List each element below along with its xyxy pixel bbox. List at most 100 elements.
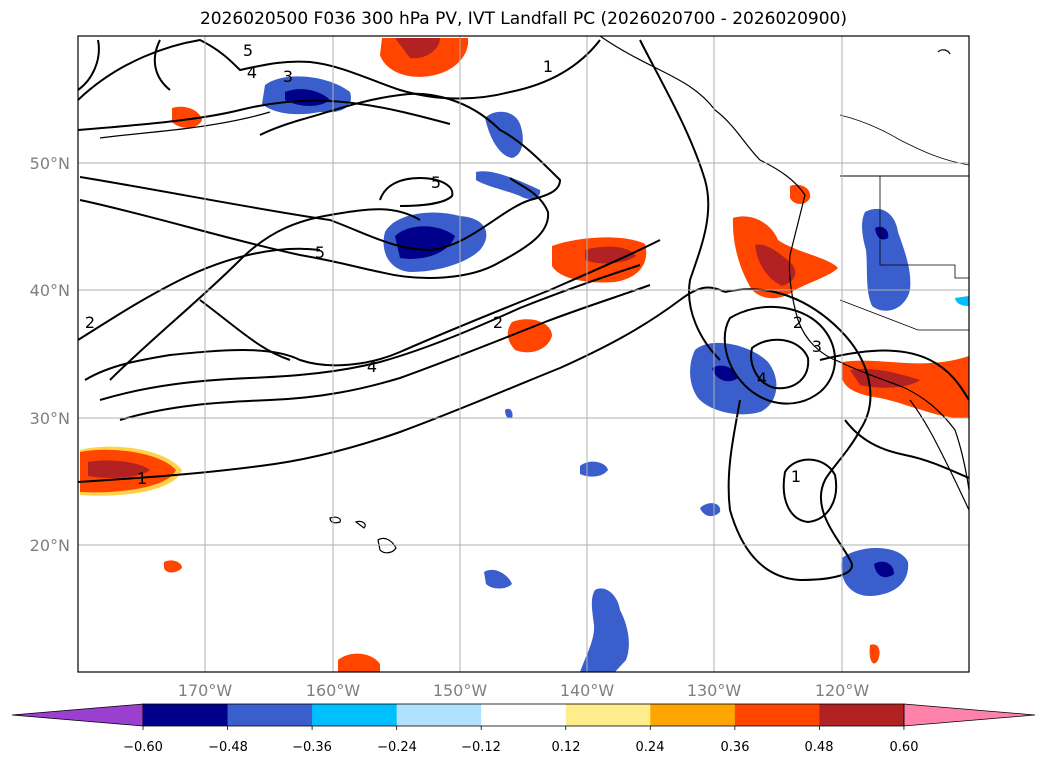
map-border xyxy=(77,35,970,673)
colorbar-tick-labels: −0.60 −0.48 −0.36 −0.24 −0.12 0.12 0.24 … xyxy=(123,740,918,755)
contour-label: 2 xyxy=(793,313,803,332)
pv-contour xyxy=(78,99,451,131)
anomaly-patch xyxy=(841,547,909,596)
graticule xyxy=(78,36,969,672)
colorbar-tick-label: −0.48 xyxy=(208,740,248,755)
anomaly-patch xyxy=(507,319,552,353)
lon-label: 120°W xyxy=(815,681,870,700)
colorbar-extend-high xyxy=(903,703,1036,727)
pv-contour xyxy=(78,247,321,341)
colorbar-segment xyxy=(734,704,820,726)
anomaly-patch xyxy=(383,212,487,272)
pv-contour xyxy=(99,264,641,401)
contour-label: 4 xyxy=(367,357,377,376)
north-america-coast xyxy=(599,36,969,491)
anomaly-patch xyxy=(505,408,513,419)
anomaly-patch xyxy=(790,184,811,204)
colorbar-segment xyxy=(396,704,482,726)
lat-label: 50°N xyxy=(30,154,70,173)
colorbar-outline xyxy=(142,703,905,727)
colorbar-tick-label: 0.48 xyxy=(805,740,834,755)
anomaly-patch xyxy=(869,644,880,664)
baja-coast xyxy=(909,399,969,511)
lon-label: 130°W xyxy=(687,681,742,700)
anomaly-patch xyxy=(338,653,380,672)
pv-contour xyxy=(78,286,726,483)
anomaly-patch xyxy=(476,171,541,199)
contour-labels: 5 4 3 5 5 4 2 2 1 2 3 4 1 1 xyxy=(85,41,822,488)
anomaly-patch xyxy=(172,106,202,128)
contour-label: 1 xyxy=(791,467,801,486)
colorbar-tick-label: −0.36 xyxy=(292,740,332,755)
pv-contour xyxy=(199,299,291,361)
pv-contour xyxy=(750,338,810,390)
contour-label: 3 xyxy=(283,67,293,86)
colorbar-segment xyxy=(565,704,651,726)
province-borders xyxy=(839,114,969,166)
anomaly-patch xyxy=(580,588,629,672)
anomaly-patch xyxy=(862,208,911,311)
colorbar-tick-label: 0.12 xyxy=(552,740,581,755)
colorbar-segment xyxy=(143,704,229,726)
colorbar-segment xyxy=(819,704,905,726)
pv-contour xyxy=(109,208,421,381)
contour-label: 1 xyxy=(543,57,553,76)
anomaly-patch xyxy=(380,38,469,77)
pv-contour xyxy=(723,305,836,405)
positive-anomaly-shading xyxy=(80,38,969,672)
negative-anomaly-shading xyxy=(262,76,969,672)
hawaii-islands xyxy=(377,537,397,554)
state-borders xyxy=(879,176,969,279)
contour-label: 2 xyxy=(85,313,95,332)
pv-contour xyxy=(819,349,969,401)
colorbar-tick-label: 0.60 xyxy=(890,740,919,755)
pv-contour xyxy=(724,288,872,582)
colorbar-tick-label: 0.24 xyxy=(636,740,665,755)
hawaii-islands xyxy=(354,520,366,529)
lat-label: 40°N xyxy=(30,281,70,300)
anomaly-patch xyxy=(552,237,647,283)
colorbar xyxy=(11,703,1036,730)
anomaly-patch xyxy=(484,569,512,589)
colorbar-segment xyxy=(481,704,567,726)
pv-contour xyxy=(782,458,838,524)
pv-contour xyxy=(153,39,171,91)
anomaly-patch xyxy=(164,560,182,573)
colorbar-segment xyxy=(650,704,736,726)
contour-label: 5 xyxy=(431,173,441,192)
pv-contour xyxy=(84,239,661,381)
lon-label: 170°W xyxy=(178,681,233,700)
colorbar-segment xyxy=(312,704,398,726)
pv-contour xyxy=(119,284,651,421)
pv-contour xyxy=(79,177,550,279)
anomaly-patch xyxy=(955,296,969,306)
pv-contour xyxy=(79,92,562,252)
lon-label: 150°W xyxy=(433,681,488,700)
contour-label: 5 xyxy=(315,243,325,262)
colorbar-extend-low xyxy=(11,703,144,727)
colorbar-tick-label: −0.60 xyxy=(123,740,163,755)
colorbar-segment xyxy=(227,704,313,726)
pv-contour xyxy=(78,39,100,91)
contour-label: 2 xyxy=(493,313,503,332)
lat-label: 20°N xyxy=(30,536,70,555)
pv-contour xyxy=(639,39,721,361)
hawaii-islands xyxy=(329,516,341,524)
pv-contour xyxy=(844,419,969,479)
plot-title: 2026020500 F036 300 hPa PV, IVT Landfall… xyxy=(199,9,847,29)
pv-contour xyxy=(78,38,601,101)
map-area xyxy=(78,36,969,672)
longitude-labels: 170°W 160°W 150°W 140°W 130°W 120°W xyxy=(178,681,870,700)
anomaly-patch xyxy=(485,111,523,158)
contour-label: 3 xyxy=(812,337,822,356)
colorbar-tick-label: −0.12 xyxy=(461,740,501,755)
lon-label: 140°W xyxy=(560,681,615,700)
anomaly-patch xyxy=(80,446,182,496)
lon-label: 160°W xyxy=(306,681,361,700)
anomaly-patch xyxy=(732,216,838,299)
pv-contour xyxy=(379,176,454,207)
lat-label: 30°N xyxy=(30,409,70,428)
coastlines xyxy=(99,36,969,554)
colorbar-tick-label: −0.24 xyxy=(377,740,417,755)
